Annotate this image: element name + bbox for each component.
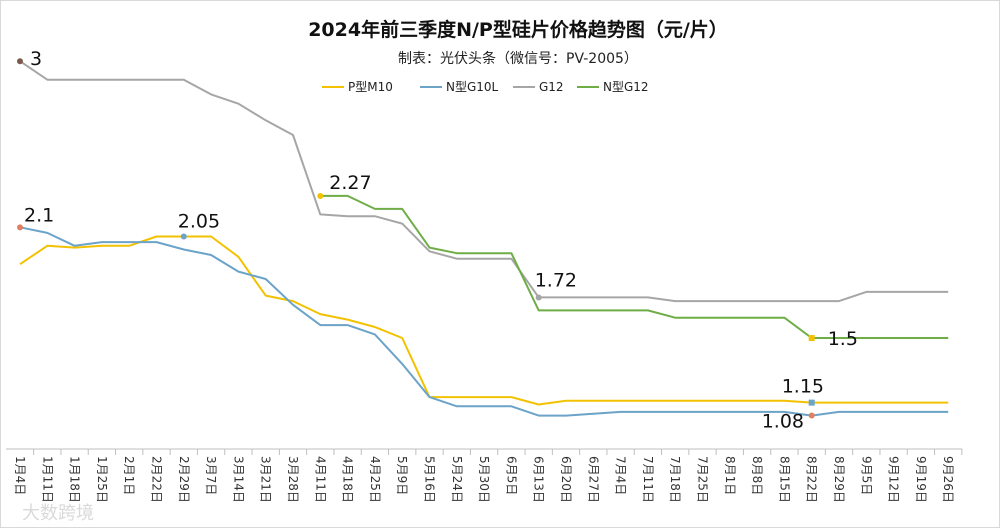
- x-tick-label: 7月18日: [668, 456, 682, 503]
- x-tick-label: 9月19日: [914, 456, 928, 503]
- chart-title: 2024年前三季度N/P型硅片价格趋势图（元/片）: [308, 18, 728, 41]
- x-tick-label: 8月8日: [750, 456, 764, 495]
- data-label: 2.05: [178, 211, 220, 233]
- series-line-3: [320, 194, 949, 339]
- data-marker: [17, 58, 23, 65]
- data-marker: [808, 335, 815, 342]
- x-tick-label: 4月11日: [313, 456, 327, 503]
- x-tick-label: 2月1日: [122, 456, 136, 495]
- x-tick-label: 5月16日: [423, 456, 437, 503]
- x-tick-label: 5月30日: [477, 456, 491, 503]
- x-tick-label: 7月4日: [614, 456, 628, 495]
- series-lines: [19, 60, 949, 417]
- x-tick-label: 7月11日: [641, 456, 655, 503]
- legend-label-2: G12: [539, 80, 564, 94]
- x-tick-label: 8月1日: [723, 456, 737, 495]
- chart-subtitle: 制表：光伏头条（微信号：PV-2005）: [398, 50, 638, 67]
- x-tick-label: 6月13日: [532, 456, 546, 503]
- x-tick-label: 1月11日: [40, 456, 54, 503]
- x-tick-label: 2月22日: [150, 456, 164, 503]
- data-label: 3: [30, 48, 42, 70]
- x-tick-label: 1月4日: [13, 456, 27, 495]
- x-tick-label: 4月25日: [368, 456, 382, 503]
- legend-label-1: N型G10L: [446, 80, 499, 94]
- data-marker: [317, 192, 324, 199]
- x-tick-label: 5月24日: [450, 456, 464, 503]
- data-label: 2.1: [24, 204, 54, 226]
- data-marker: [808, 399, 815, 406]
- x-tick-label: 3月21日: [259, 456, 273, 503]
- data-label: 1.15: [782, 376, 824, 398]
- x-tick-label: 6月27日: [586, 456, 600, 503]
- data-labels: 3 2.1 2.05 2.27 1.72 1.5 1.15 1.08: [17, 48, 858, 433]
- series-line-1: [19, 226, 949, 417]
- data-label: 2.27: [329, 172, 371, 194]
- x-tick-label: 9月26日: [941, 456, 955, 503]
- x-tick-label: 2月29日: [177, 456, 191, 503]
- data-marker: [808, 412, 815, 419]
- x-tick-label: 4月18日: [341, 456, 355, 503]
- x-tick-label: 6月20日: [559, 456, 573, 503]
- x-tick-label: 3月14日: [231, 456, 245, 503]
- watermark: 大数跨境: [22, 503, 94, 524]
- x-tick-label: 1月18日: [68, 456, 82, 503]
- x-tick-label: 3月28日: [286, 456, 300, 503]
- x-tick-label: 7月25日: [696, 456, 710, 503]
- legend-label-3: N型G12: [603, 80, 649, 94]
- x-tick-label: 6月5日: [504, 456, 518, 495]
- x-tick-label: 9月12日: [887, 456, 901, 503]
- x-axis: 1月4日 1月11日 1月18日 1月25日 2月1日 2月22日 2月29日 3月7日 3月1…: [6, 448, 963, 503]
- series-line-0: [19, 235, 949, 406]
- data-marker: [17, 224, 23, 231]
- x-tick-label: 8月29日: [832, 456, 846, 503]
- x-tick-label: 8月22日: [805, 456, 819, 503]
- data-label: 1.72: [535, 269, 577, 291]
- data-label: 1.08: [762, 411, 804, 433]
- legend-label-0: P型M10: [348, 80, 393, 94]
- legend: P型M10 N型G10L G12 N型G12: [322, 80, 649, 94]
- data-label: 1.5: [828, 328, 858, 350]
- x-tick-label: 1月25日: [95, 456, 109, 503]
- x-tick-label: 5月9日: [395, 456, 409, 495]
- series-line-2: [19, 60, 949, 303]
- x-tick-label: 3月7日: [204, 456, 218, 495]
- x-tick-label: 8月15日: [777, 456, 791, 503]
- data-marker: [535, 294, 542, 301]
- x-tick-label: 9月5日: [859, 456, 873, 495]
- data-marker: [180, 233, 187, 240]
